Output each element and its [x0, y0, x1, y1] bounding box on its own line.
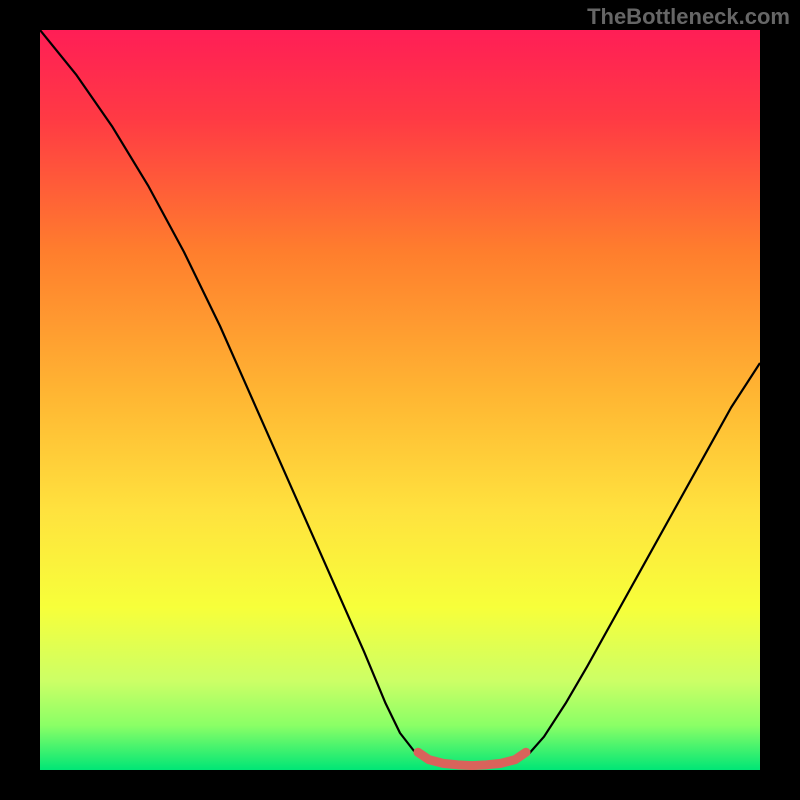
- gradient-background: [40, 30, 760, 770]
- watermark-label: TheBottleneck.com: [587, 4, 790, 30]
- chart-svg: [40, 30, 760, 770]
- chart-container: TheBottleneck.com: [0, 0, 800, 800]
- plot-area: [40, 30, 760, 770]
